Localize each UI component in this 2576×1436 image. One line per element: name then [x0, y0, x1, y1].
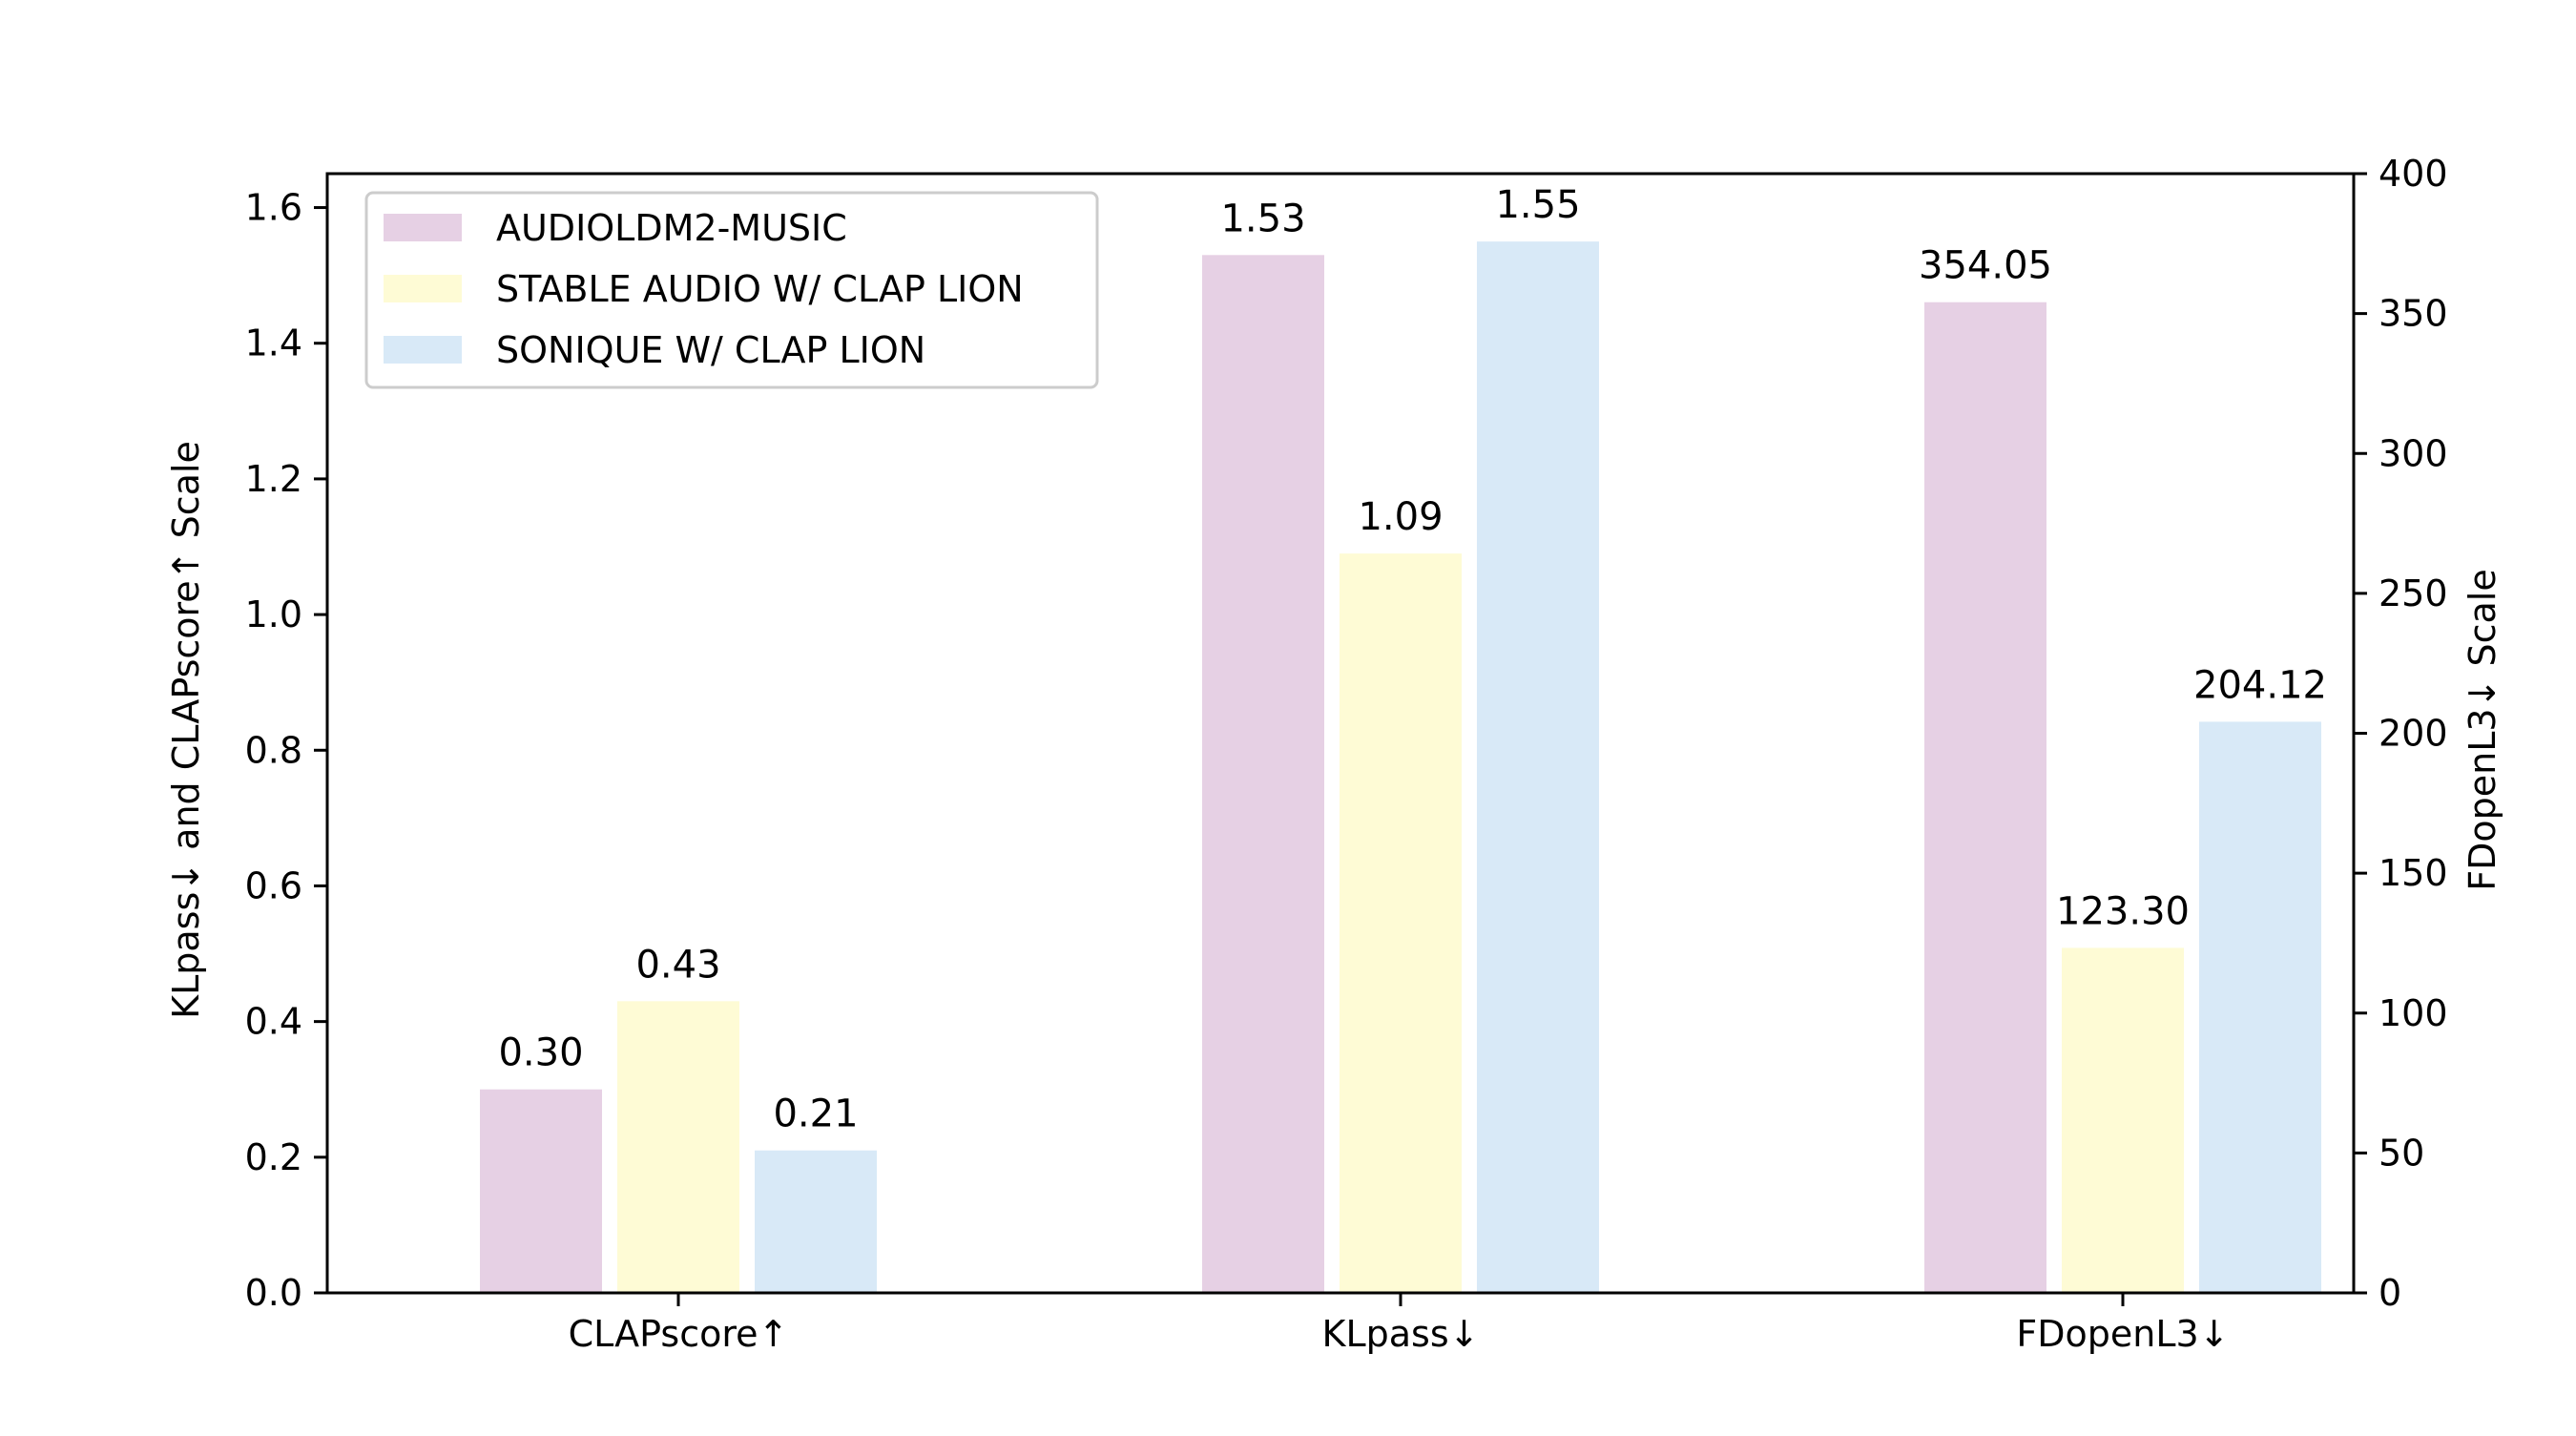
right-tick-label: 100	[2379, 992, 2448, 1034]
right-axis-label: FDopenL3↓ Scale	[2462, 569, 2503, 890]
legend: AUDIOLDM2-MUSIC STABLE AUDIO W/ CLAP LION…	[364, 191, 1099, 389]
x-tick-label: KLpass↓	[1322, 1313, 1480, 1355]
data-label-3-3: 204.12	[2193, 663, 2327, 707]
right-tick-label: 150	[2379, 852, 2448, 894]
bar-2-2	[1340, 553, 1462, 1293]
legend-swatch-2	[384, 275, 462, 302]
data-label-1-3: 354.05	[1919, 244, 2052, 288]
left-tick-label: 1.2	[245, 458, 302, 500]
left-tick-label: 1.6	[245, 187, 302, 229]
left-axis-label: KLpass↓ and CLAPscore↑ Scale	[165, 441, 207, 1019]
data-label-3-1: 0.21	[773, 1093, 858, 1136]
right-tick-label: 50	[2379, 1132, 2424, 1174]
left-tick-label: 1.0	[245, 593, 302, 635]
left-tick-label: 0.8	[245, 729, 302, 771]
data-label-2-1: 0.43	[635, 943, 720, 987]
x-tick-label: FDopenL3↓	[2016, 1313, 2229, 1355]
legend-label-2: STABLE AUDIO W/ CLAP LION	[496, 268, 1024, 310]
x-tick-label: CLAPscore↑	[569, 1313, 789, 1355]
data-label-3-2: 1.55	[1495, 183, 1580, 227]
data-label-2-2: 1.09	[1358, 495, 1443, 539]
right-tick-label: 350	[2379, 293, 2448, 335]
legend-label-1: AUDIOLDM2-MUSIC	[496, 207, 847, 249]
legend-swatch-3	[384, 336, 462, 364]
bar-2-1	[617, 1001, 739, 1293]
right-tick-label: 400	[2379, 153, 2448, 195]
value-labels-layer: 0.30 1.53 354.05 0.43 1.09 123.30 0.21 1.55 204.…	[498, 183, 2327, 1136]
bar-3-3	[2199, 721, 2321, 1293]
right-tick-label: 250	[2379, 572, 2448, 614]
left-tick-label: 0.6	[245, 864, 302, 906]
right-tick-label: 200	[2379, 713, 2448, 755]
bar-3-2	[1477, 241, 1599, 1293]
right-tick-label: 0	[2379, 1272, 2401, 1314]
bar-2-3	[2062, 947, 2184, 1293]
legend-label-3: SONIQUE W/ CLAP LION	[496, 329, 925, 371]
bar-1-1	[480, 1089, 602, 1293]
bar-3-1	[755, 1150, 877, 1293]
left-tick-label: 0.4	[245, 1001, 302, 1043]
data-label-2-3: 123.30	[2056, 889, 2190, 933]
left-tick-label: 0.0	[245, 1272, 302, 1314]
data-label-1-1: 0.30	[498, 1031, 583, 1075]
bar-1-3	[1924, 302, 2046, 1293]
left-tick-label: 1.4	[245, 323, 302, 364]
legend-box	[364, 191, 1099, 389]
bar-1-2	[1202, 255, 1324, 1293]
axes-layer: 0.0 0.2 0.4 0.6 0.8 1.0 1.2 1.4 1.6 0 50 100 150 200 2…	[245, 153, 2448, 1355]
bars-layer	[480, 241, 2321, 1293]
data-label-1-2: 1.53	[1220, 197, 1305, 240]
legend-swatch-1	[384, 214, 462, 241]
right-tick-label: 300	[2379, 432, 2448, 474]
left-tick-label: 0.2	[245, 1136, 302, 1178]
